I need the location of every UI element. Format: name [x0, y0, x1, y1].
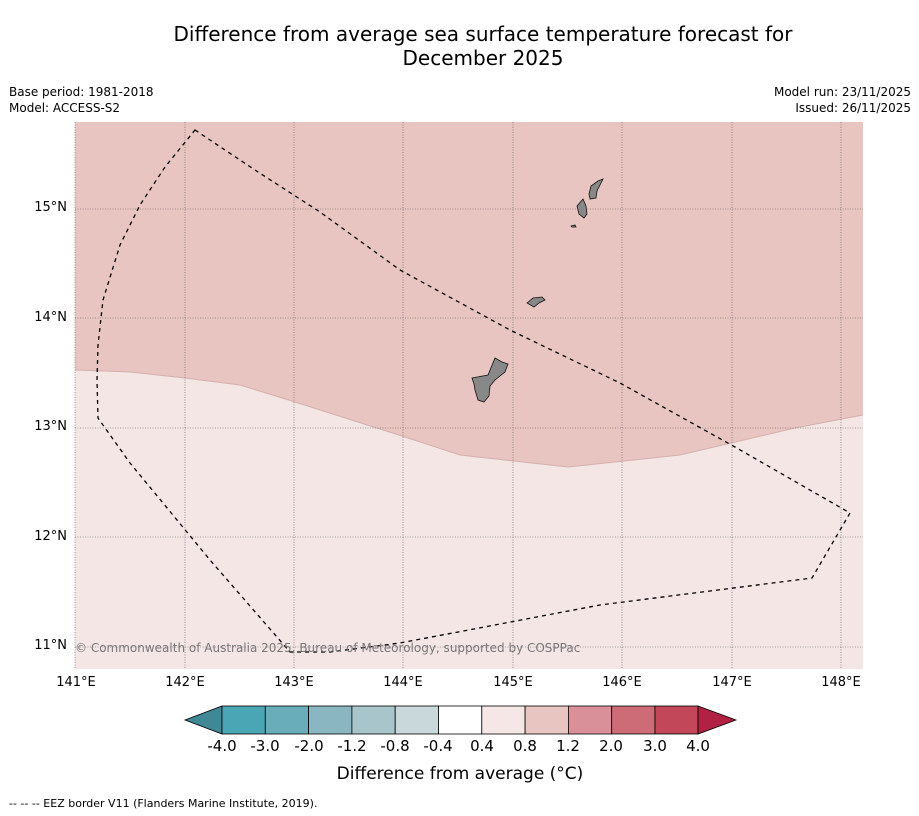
colorbar-tick-4: -1.2	[337, 737, 367, 755]
lon-label-144: 144°E	[383, 675, 423, 690]
copyright-notice: © Commonwealth of Australia 2025, Bureau…	[75, 641, 581, 655]
lat-label-14: 14°N	[34, 310, 67, 325]
colorbar-tick-6: -0.4	[423, 737, 453, 755]
meta-left: Base period: 1981-2018 Model: ACCESS-S2	[9, 84, 154, 116]
lon-label-148: 148°E	[821, 675, 861, 690]
meta-right: Model run: 23/11/2025 Issued: 26/11/2025	[774, 84, 911, 116]
island-guam	[471, 357, 509, 403]
anomaly-region-north	[75, 122, 863, 467]
colorbar-swatch-1	[221, 705, 266, 735]
colorbar-swatch-3	[308, 705, 353, 735]
lat-label-11: 11°N	[34, 638, 67, 653]
issued-date: Issued: 26/11/2025	[795, 101, 911, 115]
colorbar-tick-5: -0.8	[380, 737, 410, 755]
island-rota	[526, 296, 546, 308]
lon-label-143: 143°E	[274, 675, 314, 690]
colorbar-swatch-10	[611, 705, 656, 735]
colorbar-swatch-5	[394, 705, 439, 735]
eez-legend-note: -- -- -- EEZ border V11 (Flanders Marine…	[9, 797, 318, 810]
colorbar-swatch-7	[481, 705, 526, 735]
lat-label-13: 13°N	[34, 419, 67, 434]
island-tinian	[576, 198, 588, 219]
colorbar-swatch-11	[654, 705, 699, 735]
lon-label-142: 142°E	[165, 675, 205, 690]
colorbar-tick-10: 2.0	[599, 737, 623, 755]
lon-label-147: 147°E	[712, 675, 752, 690]
colorbar-swatch-8	[524, 705, 569, 735]
colorbar-swatch-2	[264, 705, 309, 735]
colorbar-tick-3: -2.0	[294, 737, 324, 755]
colorbar-swatch-9	[568, 705, 613, 735]
lat-label-15: 15°N	[34, 200, 67, 215]
colorbar-extend-low	[183, 705, 223, 735]
colorbar-extend-high	[697, 705, 738, 735]
colorbar-tick-12: 4.0	[686, 737, 710, 755]
model-name: Model: ACCESS-S2	[9, 101, 121, 115]
lat-label-12: 12°N	[34, 529, 67, 544]
region-boundary	[74, 369, 864, 468]
colorbar-tick-9: 1.2	[556, 737, 580, 755]
title-line-2: December 2025	[402, 46, 564, 70]
lon-label-146: 146°E	[602, 675, 642, 690]
colorbar-swatch-6	[438, 705, 483, 735]
colorbar-tick-8: 0.8	[513, 737, 537, 755]
colorbar-tick-1: -4.0	[207, 737, 237, 755]
island-saipan	[588, 178, 604, 200]
island-aguijan	[570, 224, 577, 228]
colorbar-title: Difference from average (°C)	[336, 764, 584, 784]
colorbar-tick-2: -3.0	[250, 737, 280, 755]
colorbar-tick-7: 0.4	[470, 737, 494, 755]
islands	[471, 178, 604, 403]
eez-border	[96, 129, 851, 653]
lon-label-141: 141°E	[56, 675, 96, 690]
colorbar-tick-11: 3.0	[643, 737, 667, 755]
colorbar-swatch-4	[351, 705, 396, 735]
title-line-1: Difference from average sea surface temp…	[173, 22, 793, 46]
lon-label-145: 145°E	[493, 675, 533, 690]
chart-title: Difference from average sea surface temp…	[0, 22, 919, 70]
base-period: Base period: 1981-2018	[9, 85, 154, 99]
model-run: Model run: 23/11/2025	[773, 85, 911, 99]
colorbar	[183, 705, 738, 735]
graticule	[74, 122, 863, 669]
